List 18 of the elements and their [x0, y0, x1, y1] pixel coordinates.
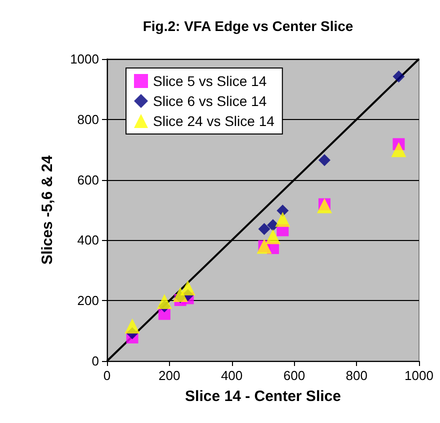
x-tick-label: 400	[220, 368, 243, 383]
legend-label: Slice 6 vs Slice 14	[153, 93, 267, 109]
x-tick-label: 1000	[404, 368, 434, 383]
chart-title: Fig.2: VFA Edge vs Center Slice	[142, 18, 354, 34]
y-tick-label: 0	[92, 354, 99, 368]
x-tick-label: 0	[103, 368, 111, 383]
x-tick-label: 800	[346, 368, 368, 383]
x-axis-title: Slice 14 - Center Slice	[185, 388, 341, 405]
y-tick-label: 1000	[70, 52, 99, 66]
x-tick-label: 200	[158, 368, 180, 383]
y-tick-label: 800	[77, 112, 99, 127]
y-tick-label: 400	[77, 232, 99, 248]
legend-label: Slice 24 vs Slice 14	[153, 113, 275, 129]
y-axis-title: Slices -5,6 & 24	[39, 154, 56, 265]
x-tick-label: 600	[283, 368, 306, 383]
y-tick-label: 200	[77, 293, 99, 308]
legend-label: Slice 5 vs Slice 14	[153, 73, 267, 89]
y-tick-label: 600	[77, 172, 99, 188]
